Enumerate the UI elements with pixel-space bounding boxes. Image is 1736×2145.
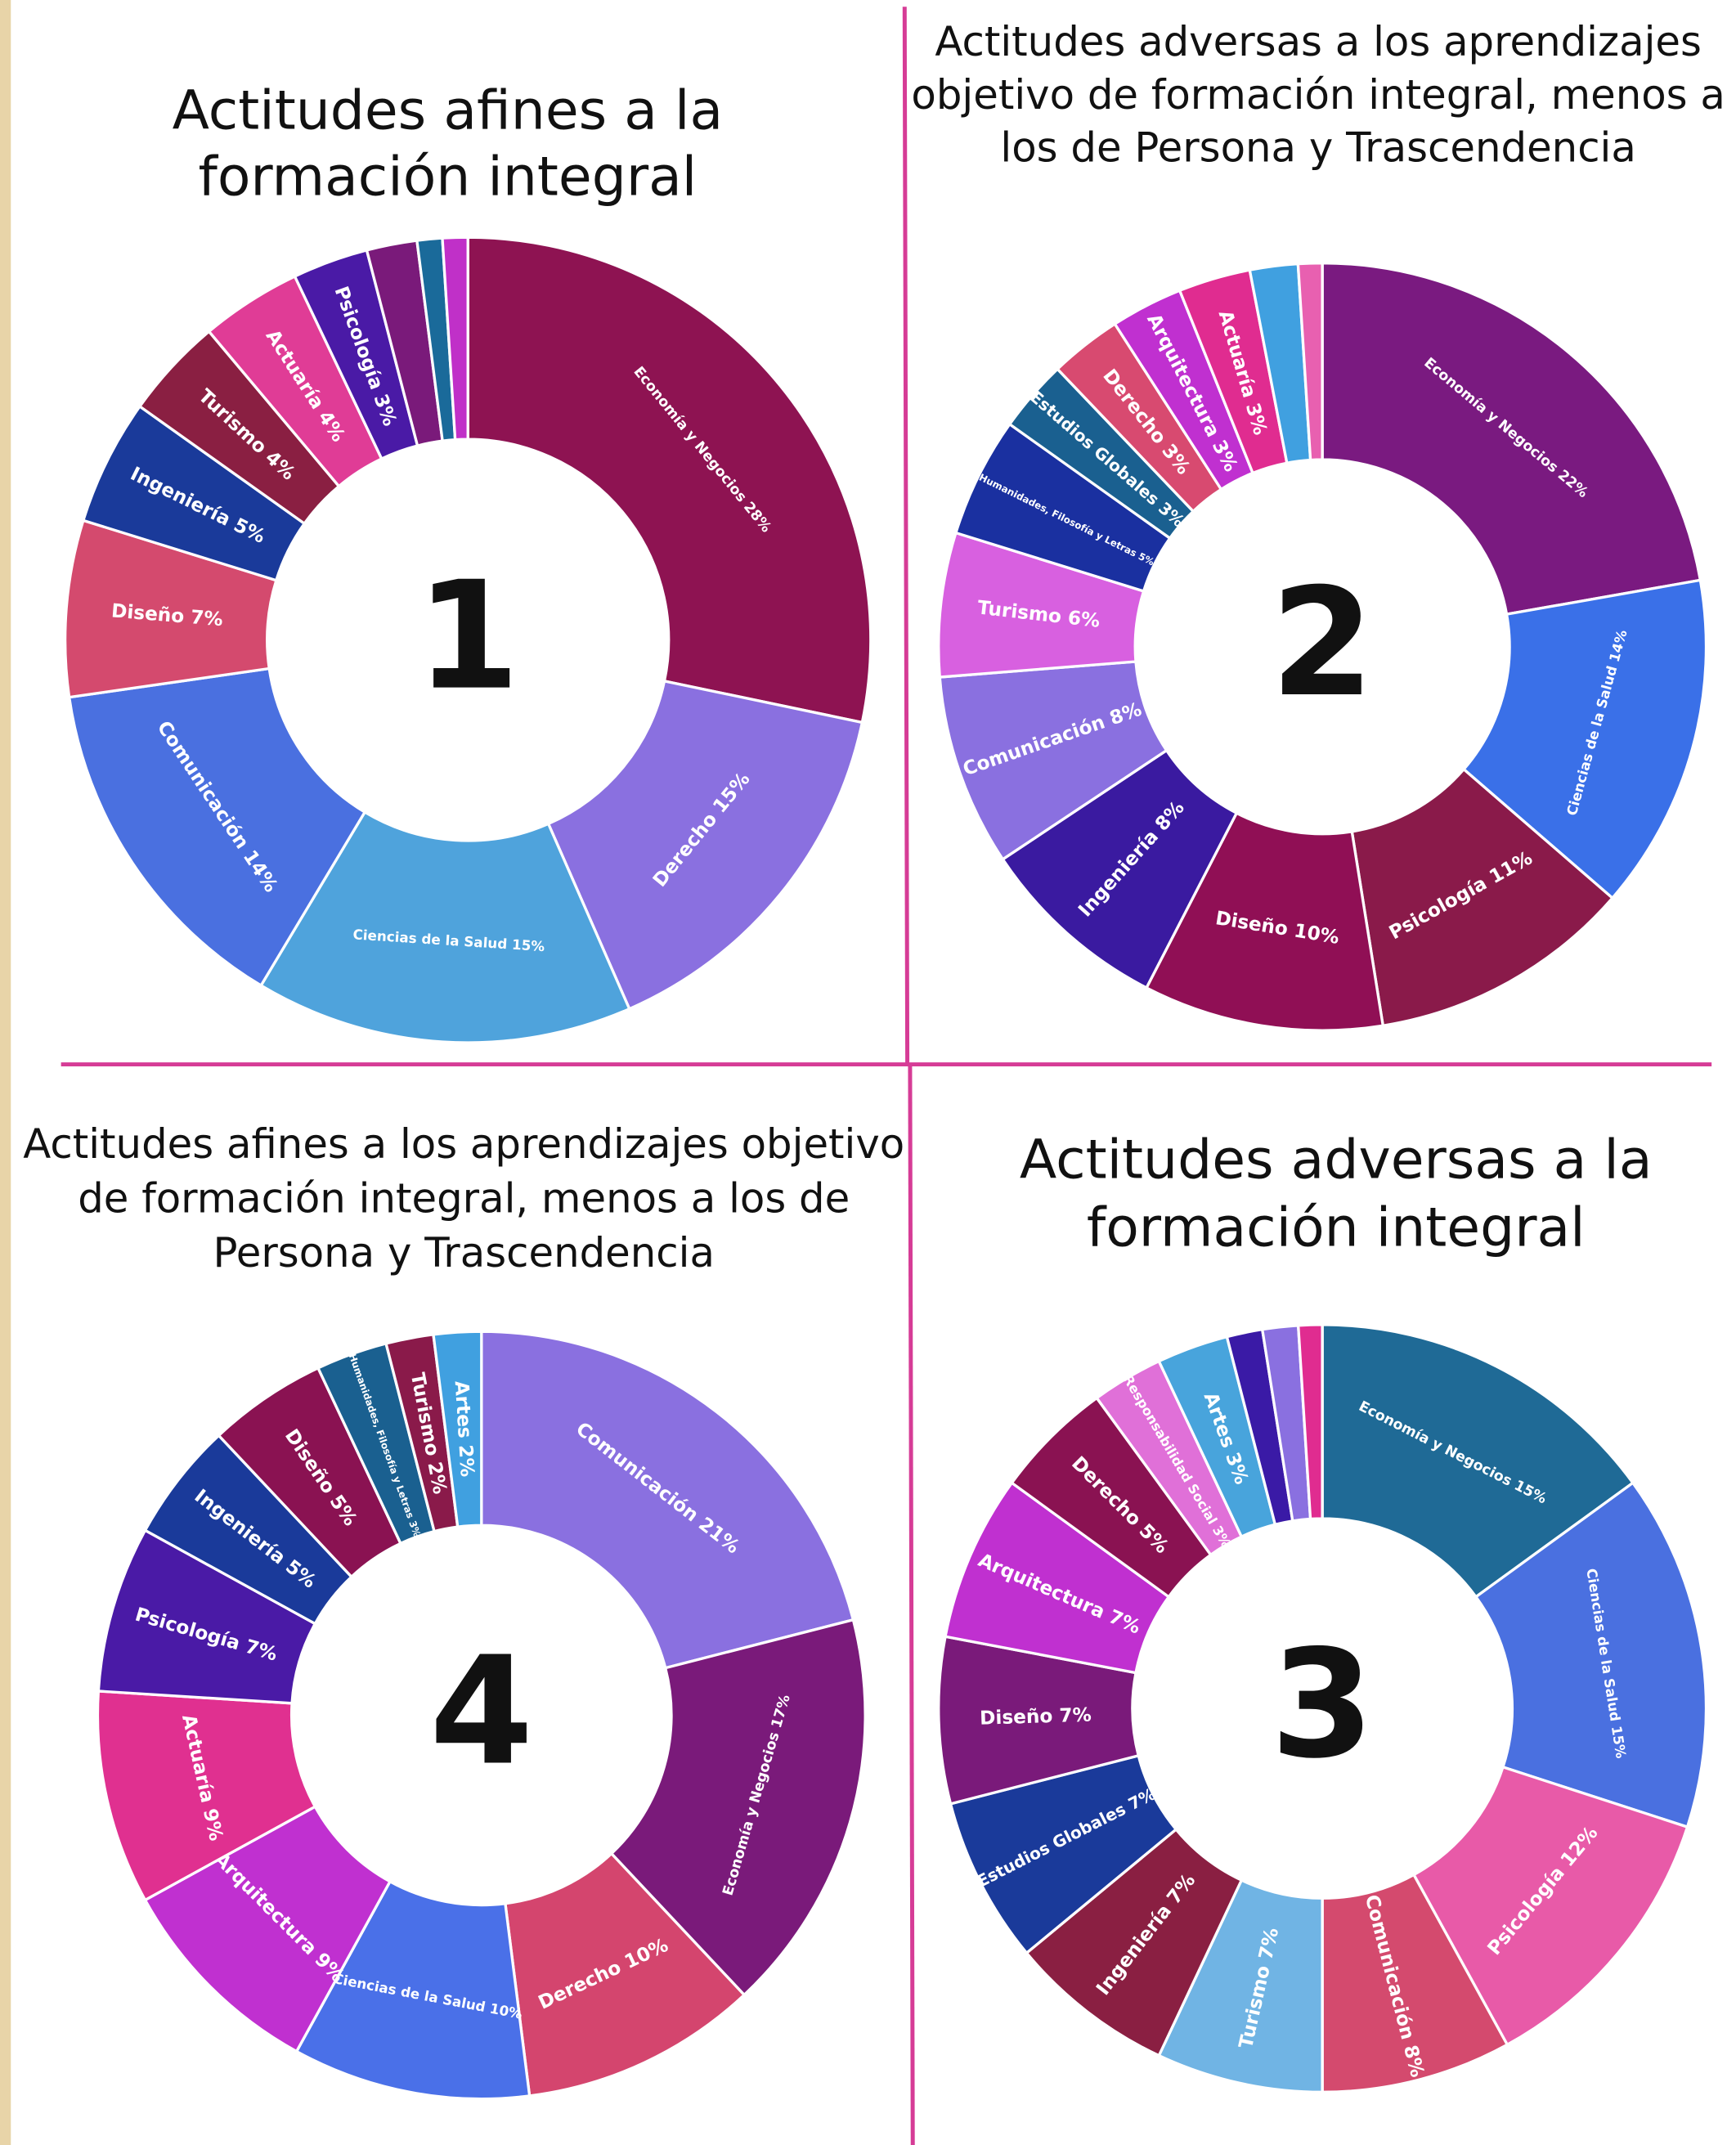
center-label: 1 [416,550,520,724]
slice [1350,767,1615,1028]
slice [294,1879,532,2101]
slice [609,1618,867,1997]
slice [1321,1323,1635,1599]
center-label: 4 [429,1626,533,1799]
slice [466,236,872,725]
slice [1474,1481,1708,1829]
chart-title: Actitudes afines a los aprendizajes obje… [23,1120,904,1168]
chart-title: los de Persona y Trascendencia [1000,124,1635,172]
chart-title: Actitudes adversas a la [1020,1128,1653,1191]
chart-title: formación integral [1087,1196,1586,1259]
chart-title: Persona y Trascendencia [213,1229,715,1277]
slice [1296,261,1324,462]
slice [480,1330,855,1670]
chart-title: de formación integral, menos a los de [78,1175,850,1223]
center-label: 2 [1271,557,1375,730]
slice [432,1330,483,1528]
slice [1321,261,1702,617]
slice [258,810,631,1044]
left-border [0,0,11,2145]
slice [67,666,367,988]
slice [1461,578,1708,900]
divider [902,7,910,1065]
chart-title: objetivo de formación integral, menos a [911,71,1725,119]
divider [908,1064,915,2145]
slice-label: Diseño 7% [980,1703,1092,1729]
chart-title: formación integral [198,145,697,209]
chart-title: Actitudes adversas a los aprendizajes [935,18,1702,65]
chart-title: Actitudes afines a la [173,78,724,141]
slice [546,679,864,1011]
slice [1144,811,1385,1032]
slice [1296,1323,1324,1521]
slice [441,236,469,442]
slice [1411,1765,1689,2047]
center-label: 3 [1271,1618,1375,1792]
slice [504,1851,747,2098]
